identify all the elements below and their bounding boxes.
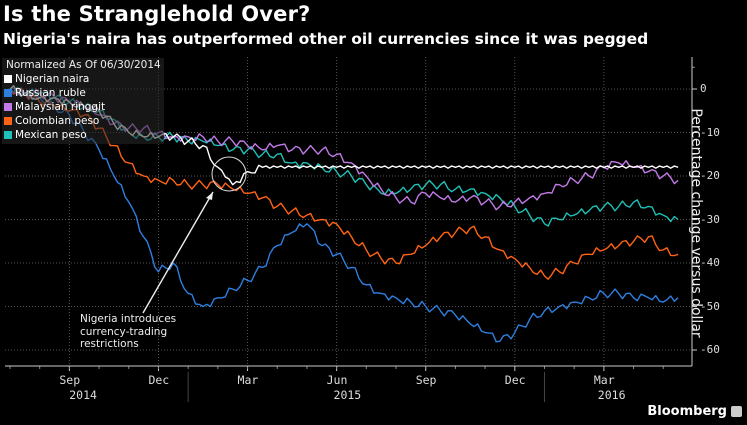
x-year-label: 2015 <box>333 388 362 402</box>
annotation-line: Nigeria introduces <box>80 313 177 325</box>
chart-subtitle: Nigeria's naira has outperformed other o… <box>3 30 649 48</box>
legend-item: Colombian peso <box>2 114 164 128</box>
y-tick-label: -20 <box>700 169 720 182</box>
annotation-circle <box>211 156 247 192</box>
y-tick-label: -10 <box>700 125 720 139</box>
legend-header: Normalized As Of 06/30/2014 <box>6 59 161 71</box>
legend-label: Nigerian naira <box>15 73 90 85</box>
annotation-line: restrictions <box>80 338 139 350</box>
y-tick-label: -50 <box>700 299 720 313</box>
x-year-label: 2016 <box>597 388 626 402</box>
annotation-text: Nigeria introduces currency-trading rest… <box>80 313 176 351</box>
annotation-line: currency-trading <box>80 325 168 338</box>
legend-swatch <box>4 75 12 83</box>
y-tick-label: -40 <box>700 256 720 269</box>
y-tick-label: -60 <box>700 343 720 356</box>
legend-swatch <box>4 117 12 125</box>
annotation-arrowhead <box>206 192 213 200</box>
x-tick-label: Mar <box>237 373 259 387</box>
x-tick-label: Sep <box>415 373 437 387</box>
legend-item: Mexican peso <box>2 128 164 142</box>
legend-label: Mexican peso <box>15 129 87 141</box>
legend-item: Russian ruble <box>2 86 164 100</box>
legend-swatch <box>4 103 12 111</box>
series-line-russian-ruble <box>9 87 679 343</box>
legend-item: Nigerian naira <box>2 72 164 86</box>
legend-item: Malaysian ringgit <box>2 100 164 114</box>
x-tick-label: Sep <box>59 373 81 387</box>
chart-title: Is the Stranglehold Over? <box>3 2 311 26</box>
legend-label: Colombian peso <box>15 115 100 127</box>
y-tick-label: 0 <box>700 82 707 95</box>
x-tick-label: Mar <box>593 373 615 387</box>
legend: Normalized As Of 06/30/2014 Nigerian nai… <box>2 58 164 144</box>
legend-swatch <box>4 131 12 139</box>
x-year-label: 2014 <box>69 388 97 402</box>
x-tick-label: Dec <box>504 373 526 387</box>
legend-label: Russian ruble <box>15 87 86 99</box>
legend-label: Malaysian ringgit <box>15 101 106 113</box>
series-line-colombian-peso <box>9 87 679 280</box>
y-tick-label: -30 <box>700 212 720 226</box>
bloomberg-logo: Bloomberg <box>647 404 727 419</box>
annotation-arrow <box>142 191 214 314</box>
legend-swatch <box>4 89 12 97</box>
bloomberg-chart-icon <box>731 406 742 417</box>
x-tick-label: Jun <box>326 373 348 387</box>
x-tick-label: Dec <box>148 373 170 387</box>
